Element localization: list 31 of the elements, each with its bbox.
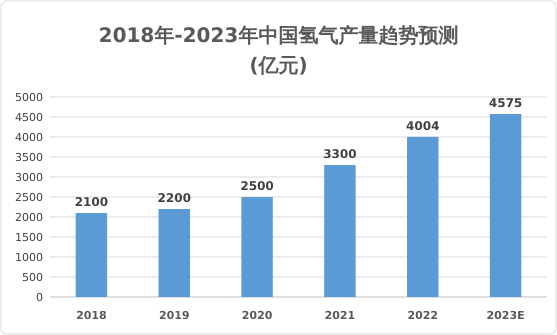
y-tick-label: 2500 [15, 191, 43, 204]
y-tick-label: 1500 [15, 231, 43, 244]
bar [490, 114, 522, 297]
y-tick-label: 500 [22, 271, 43, 284]
x-tick-label: 2023E [486, 309, 525, 322]
bar [407, 136, 438, 297]
data-label: 2500 [240, 179, 274, 193]
bar [76, 213, 108, 297]
y-tick-label: 3500 [15, 151, 43, 164]
data-label: 4575 [488, 96, 522, 110]
x-tick-label: 2021 [324, 309, 356, 322]
x-tick-label: 2018 [76, 309, 107, 322]
x-tick-label: 2019 [158, 309, 190, 322]
y-tick-label: 4000 [15, 131, 43, 144]
x-tick-label: 2022 [407, 309, 438, 322]
bar [241, 197, 273, 297]
chart-title: 2018年-2023年中国氢气产量趋势预测 [98, 23, 458, 47]
bar [158, 209, 190, 297]
y-tick-label: 0 [36, 291, 43, 304]
bar [324, 165, 356, 297]
y-tick-label: 1000 [15, 251, 43, 264]
data-label: 2100 [74, 195, 108, 209]
chart-subtitle: (亿元) [249, 53, 308, 77]
x-tick-label: 2020 [242, 309, 273, 322]
y-tick-label: 4500 [15, 111, 43, 124]
data-label: 2200 [158, 191, 191, 205]
y-tick-label: 5000 [15, 91, 43, 104]
data-label: 4004 [406, 118, 440, 133]
y-tick-label: 3000 [15, 171, 43, 184]
data-label: 3300 [323, 147, 357, 161]
y-tick-label: 2000 [15, 211, 43, 224]
